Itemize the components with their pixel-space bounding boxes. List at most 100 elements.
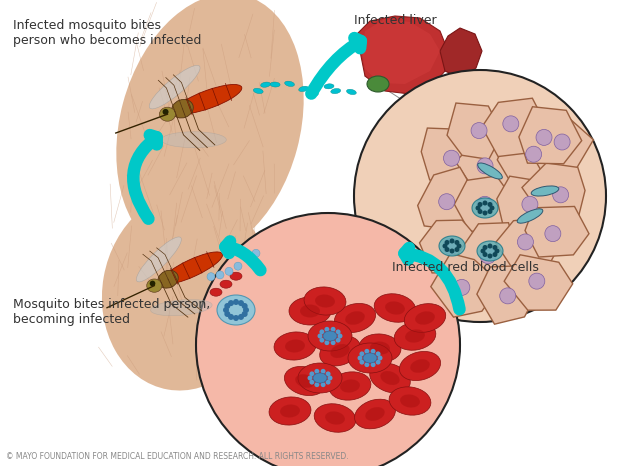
Polygon shape [522, 163, 585, 225]
Circle shape [454, 240, 459, 245]
Circle shape [365, 362, 370, 367]
Ellipse shape [147, 279, 162, 292]
Ellipse shape [260, 82, 270, 87]
Circle shape [536, 130, 552, 145]
Text: Infected red blood cells: Infected red blood cells [392, 261, 538, 274]
Circle shape [522, 196, 538, 212]
Circle shape [317, 334, 322, 338]
Circle shape [377, 356, 382, 361]
Circle shape [325, 380, 331, 384]
Ellipse shape [389, 387, 431, 415]
Ellipse shape [253, 88, 263, 94]
Ellipse shape [159, 107, 176, 121]
Circle shape [444, 150, 459, 166]
Text: © MAYO FOUNDATION FOR MEDICAL EDUCATION AND RESEARCH. ALL RIGHTS RESERVED.: © MAYO FOUNDATION FOR MEDICAL EDUCATION … [6, 452, 349, 461]
Circle shape [336, 337, 341, 343]
Circle shape [314, 382, 319, 387]
Ellipse shape [313, 373, 327, 383]
Ellipse shape [308, 91, 319, 96]
Circle shape [526, 146, 542, 162]
Circle shape [442, 244, 447, 248]
Circle shape [252, 249, 260, 257]
Circle shape [324, 327, 329, 332]
Circle shape [320, 369, 325, 374]
Circle shape [454, 280, 470, 295]
Circle shape [310, 371, 314, 377]
Circle shape [162, 109, 169, 115]
Circle shape [487, 202, 492, 207]
Polygon shape [458, 223, 518, 284]
Ellipse shape [399, 351, 441, 381]
Circle shape [545, 226, 561, 242]
Polygon shape [454, 176, 521, 236]
Circle shape [490, 206, 494, 211]
Ellipse shape [331, 89, 341, 94]
Ellipse shape [478, 163, 502, 179]
Circle shape [483, 252, 487, 257]
Text: Infected mosquito bites
person who becomes infected: Infected mosquito bites person who becom… [13, 19, 201, 47]
Ellipse shape [394, 322, 436, 350]
Circle shape [477, 158, 493, 174]
Circle shape [207, 273, 215, 281]
Circle shape [337, 334, 343, 338]
Circle shape [487, 209, 492, 214]
Text: Infected liver: Infected liver [354, 14, 437, 27]
Circle shape [478, 209, 483, 214]
Circle shape [443, 239, 459, 254]
Ellipse shape [102, 192, 268, 391]
Polygon shape [422, 128, 484, 186]
Ellipse shape [158, 270, 178, 288]
Circle shape [456, 244, 461, 248]
Polygon shape [530, 115, 593, 174]
Circle shape [228, 300, 234, 306]
Ellipse shape [367, 76, 389, 92]
Ellipse shape [314, 404, 356, 432]
Ellipse shape [405, 329, 425, 343]
Ellipse shape [348, 343, 392, 373]
Polygon shape [420, 220, 480, 273]
Ellipse shape [340, 379, 360, 392]
Ellipse shape [365, 407, 385, 421]
Ellipse shape [161, 132, 226, 148]
Ellipse shape [531, 186, 559, 196]
Circle shape [150, 281, 155, 286]
Circle shape [480, 248, 485, 254]
Circle shape [554, 134, 570, 150]
Circle shape [518, 234, 533, 250]
Circle shape [454, 247, 459, 252]
Ellipse shape [472, 198, 498, 218]
Polygon shape [519, 107, 581, 164]
Circle shape [319, 329, 324, 335]
Ellipse shape [374, 294, 416, 322]
Ellipse shape [162, 252, 222, 284]
Circle shape [480, 248, 496, 264]
Polygon shape [418, 167, 482, 230]
Ellipse shape [285, 339, 305, 353]
Circle shape [475, 206, 480, 211]
Circle shape [487, 254, 492, 259]
Ellipse shape [176, 84, 242, 114]
Ellipse shape [400, 394, 420, 408]
Ellipse shape [334, 303, 375, 333]
Ellipse shape [331, 344, 349, 358]
Ellipse shape [280, 404, 300, 418]
Polygon shape [482, 98, 549, 157]
Circle shape [477, 196, 493, 212]
Ellipse shape [150, 300, 212, 315]
Circle shape [324, 340, 329, 345]
Ellipse shape [385, 302, 405, 315]
Ellipse shape [320, 336, 360, 366]
Ellipse shape [299, 86, 308, 92]
Circle shape [444, 247, 449, 252]
Circle shape [360, 360, 365, 364]
Circle shape [223, 307, 229, 313]
Circle shape [314, 369, 319, 374]
Ellipse shape [517, 209, 543, 223]
Circle shape [354, 70, 606, 322]
Circle shape [370, 349, 375, 354]
Ellipse shape [345, 311, 365, 325]
Circle shape [331, 340, 336, 345]
Circle shape [320, 382, 325, 387]
Polygon shape [477, 266, 538, 324]
Ellipse shape [289, 297, 331, 325]
